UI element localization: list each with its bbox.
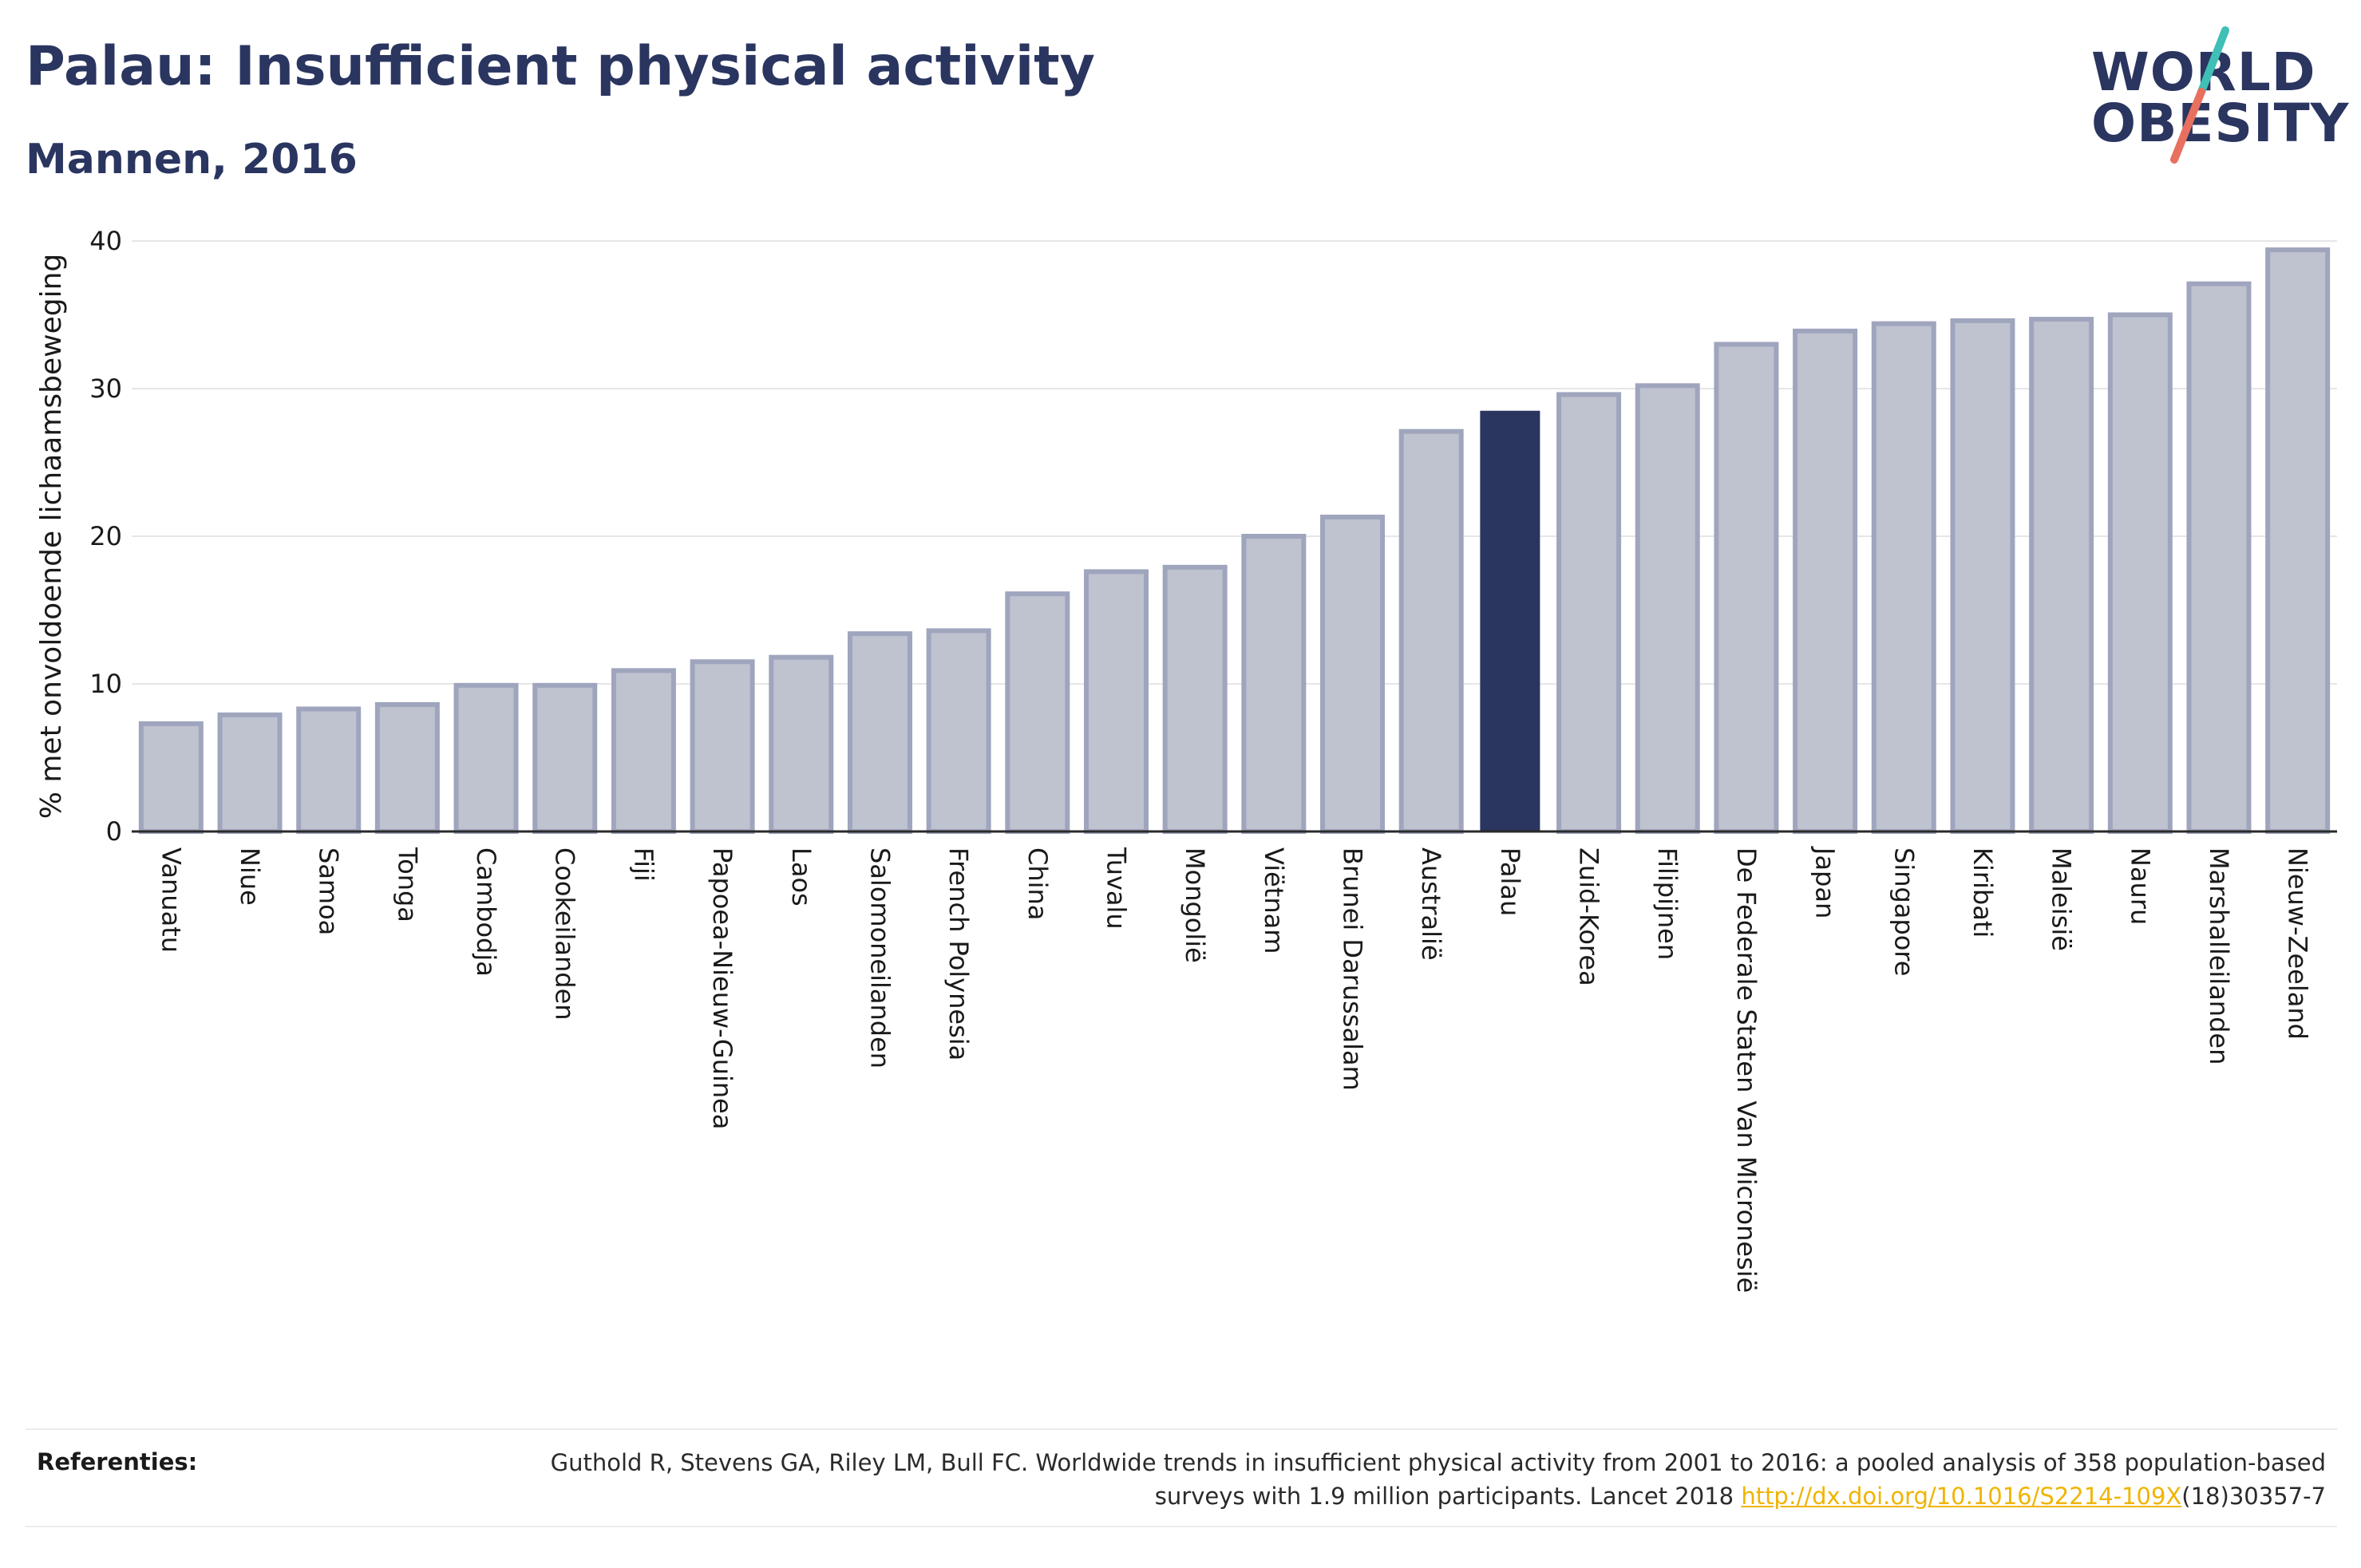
x-tick-label: Viëtnam <box>1259 847 1289 954</box>
x-tick-label: Cambodja <box>471 847 501 977</box>
x-tick-label: Kiribati <box>1968 847 1998 938</box>
bar-singapore <box>1871 321 1936 835</box>
x-tick-label: Palau <box>1495 847 1525 916</box>
bar-kiribati <box>1950 318 2015 834</box>
bar-maleisi- <box>2029 317 2094 835</box>
x-tick-label: Papoea-Nieuw-Guinea <box>707 847 738 1129</box>
bar-vanuatu <box>138 721 204 835</box>
x-tick-label: Australië <box>1416 847 1446 961</box>
x-tick-label: Vanuatu <box>156 847 186 953</box>
bar-nauru <box>2107 312 2173 834</box>
reference-doi-link[interactable]: http://dx.doi.org/10.1016/S2214-109X <box>1741 1483 2182 1510</box>
bar-cambodja <box>453 682 519 834</box>
x-tick-label: Brunei Darussalam <box>1338 847 1368 1091</box>
reference-citation: Guthold R, Stevens GA, Riley LM, Bull FC… <box>550 1449 2326 1510</box>
x-tick-label: Nieuw-Zeeland <box>2283 847 2313 1040</box>
slash-logo-icon <box>2170 26 2229 164</box>
reference-citation-suffix: (18)30357-7 <box>2181 1483 2326 1510</box>
x-tick-label: Tuvalu <box>1101 847 1131 930</box>
x-tick-label: Tonga <box>392 847 422 922</box>
x-tick-label: Zuid-Korea <box>1574 847 1604 986</box>
bar-french-polynesia <box>926 628 991 835</box>
references-label: Referenties: <box>37 1448 198 1475</box>
bar-filipijnen <box>1635 383 1700 835</box>
y-axis-label: % met onvoldoende lichaamsbeweging <box>35 254 68 820</box>
chart-title: Palau: Insufficient physical activity <box>26 35 1095 98</box>
x-tick-label: Laos <box>786 847 817 906</box>
x-tick-label: Marshalleilanden <box>2204 847 2234 1064</box>
footer-divider-bottom <box>26 1526 2337 1527</box>
x-tick-label: French Polynesia <box>943 847 974 1060</box>
bar-brunei-darussalam <box>1320 514 1386 834</box>
bar-china <box>1005 591 1070 835</box>
x-tick-label: Niue <box>235 847 265 906</box>
bar-nieuw-zeeland <box>2265 247 2331 835</box>
bar-australi- <box>1398 429 1464 834</box>
bar-tuvalu <box>1083 569 1149 834</box>
x-tick-label: Filipijnen <box>1652 847 1683 960</box>
x-tick-label: Japan <box>1810 846 1841 918</box>
bar-samoa <box>296 706 362 835</box>
x-tick-label: Fiji <box>628 847 658 882</box>
logo-line-2: OBESITY <box>2091 93 2350 154</box>
x-tick-label: Nauru <box>2125 847 2155 925</box>
bar-de-federale-staten-van-micronesi- <box>1714 342 1779 834</box>
x-tick-label: Mongolië <box>1180 847 1210 963</box>
x-tick-label: Cookeilanden <box>550 847 580 1021</box>
chart-subtitle: Mannen, 2016 <box>26 136 358 184</box>
y-tick-label: 10 <box>89 669 122 699</box>
x-tick-label: Samoa <box>314 847 344 935</box>
y-tick-label: 20 <box>89 521 122 551</box>
world-obesity-logo: WORLD OBESITY <box>2075 24 2350 168</box>
bar-japan <box>1793 328 1858 835</box>
bar-cookeilanden <box>532 682 598 834</box>
bar-marshalleilanden <box>2186 281 2252 834</box>
x-tick-label: China <box>1022 847 1053 920</box>
x-tick-label: De Federale Staten Van Micronesië <box>1731 847 1762 1293</box>
bar-zuid-korea <box>1556 392 1622 834</box>
bar-chart: 0 10 20 30 40 % met onvoldoende lichaamsbeweg… <box>35 226 2337 1293</box>
bar-fiji <box>611 668 676 834</box>
bar-vi-tnam <box>1241 534 1307 834</box>
y-tick-label: 40 <box>89 226 122 256</box>
x-tick-label: Singapore <box>1888 847 1919 976</box>
bar-palau <box>1480 410 1540 831</box>
y-tick-label: 30 <box>89 373 122 404</box>
x-tick-label: Maleisië <box>2047 847 2077 951</box>
x-tick-label: Salomoneilanden <box>864 847 895 1068</box>
references-text: Guthold R, Stevens GA, Riley LM, Bull FC… <box>490 1446 2326 1513</box>
bar-salomoneilanden <box>847 631 912 834</box>
y-tick-label: 0 <box>106 816 122 847</box>
bar-papoea-nieuw-guinea <box>690 659 755 834</box>
bar-laos <box>769 654 834 835</box>
bar-mongoli- <box>1162 564 1228 834</box>
bar-tonga <box>374 701 440 835</box>
bar-niue <box>217 712 283 834</box>
footer-divider-top <box>26 1428 2337 1430</box>
